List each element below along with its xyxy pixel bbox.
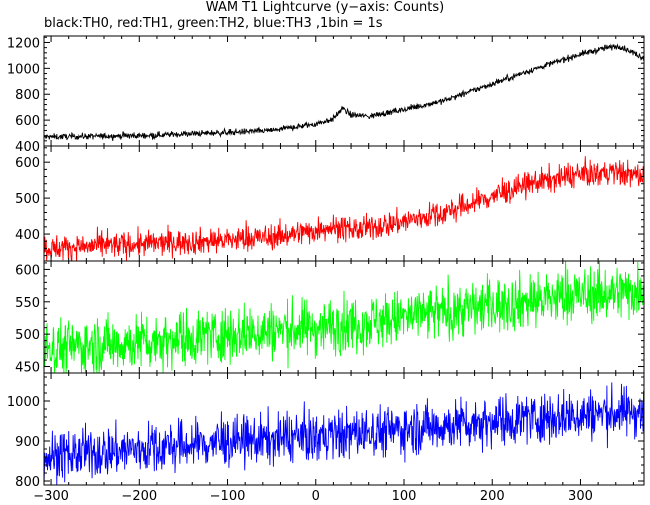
y-tick-label: 500 — [15, 192, 40, 207]
panel-th2: 450 500 550 600 — [15, 260, 645, 376]
x-tick-label: 0 — [312, 489, 320, 504]
x-tick-label: −100 — [210, 489, 246, 504]
y-tick-label: 1000 — [7, 395, 40, 410]
y-tick-label: 550 — [15, 296, 40, 311]
panel-th3: 800 900 1000 — [7, 372, 645, 490]
y-tick-label: 600 — [15, 114, 40, 129]
y-tick-label: 800 — [15, 475, 40, 490]
x-tick-label: 300 — [568, 489, 593, 504]
x-tick-label: −300 — [33, 489, 69, 504]
y-tick-label: 400 — [15, 228, 40, 243]
y-tick-label: 900 — [15, 435, 40, 450]
series-th2-line — [44, 261, 644, 373]
y-tick-label: 500 — [15, 328, 40, 343]
panel-frame — [43, 35, 645, 147]
panel-frame — [43, 372, 645, 486]
y-tick-label: 600 — [15, 156, 40, 171]
y-tick-label: 600 — [15, 263, 40, 278]
x-tick-label: 200 — [480, 489, 505, 504]
y-tick-label: 400 — [15, 140, 40, 155]
y-tick-label: 800 — [15, 88, 40, 103]
chart-title: WAM T1 Lightcurve (y−axis: Counts) — [205, 0, 445, 15]
y-tick-label: 1000 — [7, 62, 40, 77]
chart-subtitle: black:TH0, red:TH1, green:TH2, blue:TH3 … — [44, 16, 383, 31]
series-th0-line — [44, 43, 644, 142]
series-th1-line — [44, 156, 644, 261]
panel-th1: 400 500 600 — [15, 145, 645, 262]
y-tick-label: 450 — [15, 361, 40, 376]
y-tick-label: 1200 — [7, 36, 40, 51]
panel-th0: 400 600 800 1000 1200 — [7, 35, 645, 155]
series-th3-line — [44, 382, 644, 485]
x-tick-label: −200 — [121, 489, 157, 504]
x-tick-label: 100 — [392, 489, 417, 504]
